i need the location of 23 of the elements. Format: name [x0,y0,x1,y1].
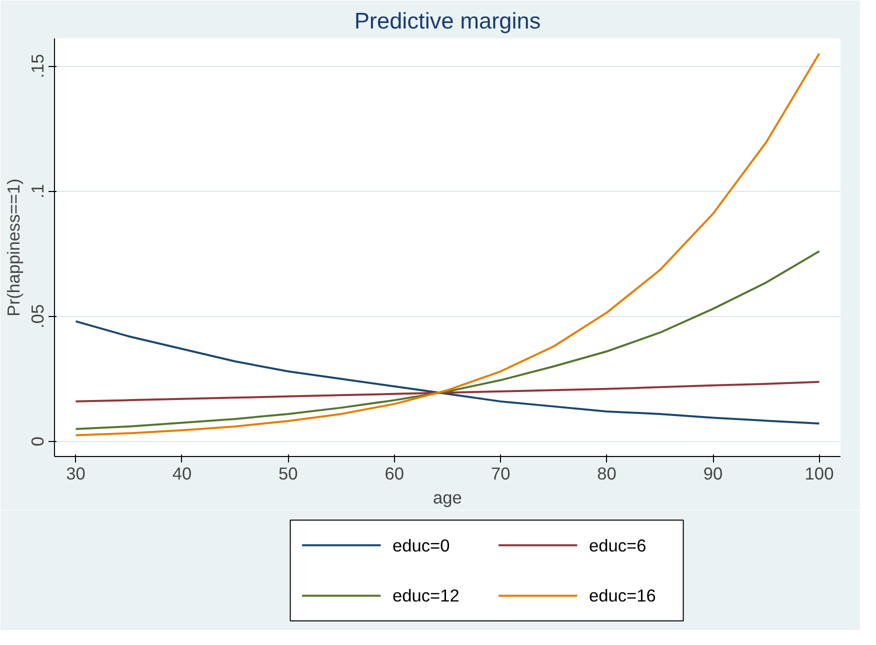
y-axis-title: Pr(happiness==1) [4,178,24,316]
x-tick-label: 90 [703,464,723,484]
y-tick-label: .15 [28,54,48,78]
legend-label: educ=6 [588,535,646,556]
line-series [74,380,820,402]
x-tick-label: 30 [66,464,86,484]
y-tick-label: 0 [28,436,48,446]
legend-label: educ=0 [392,535,450,556]
x-tick-label: 70 [490,464,510,484]
y-tick-label: .1 [28,184,48,198]
line-series [74,320,820,424]
x-tick-label: 40 [172,464,192,484]
x-tick-label: 100 [804,464,834,484]
x-axis-title: age [433,488,462,508]
x-tick-label: 50 [278,464,298,484]
x-tick-label: 60 [384,464,404,484]
legend-label: educ=12 [392,586,460,606]
line-series [74,250,820,430]
legend-label: educ=16 [588,586,656,606]
chart-title: Predictive margins [354,8,541,34]
y-tick-label: .05 [28,304,48,328]
x-tick-label: 80 [597,464,616,484]
line-series [74,52,820,436]
